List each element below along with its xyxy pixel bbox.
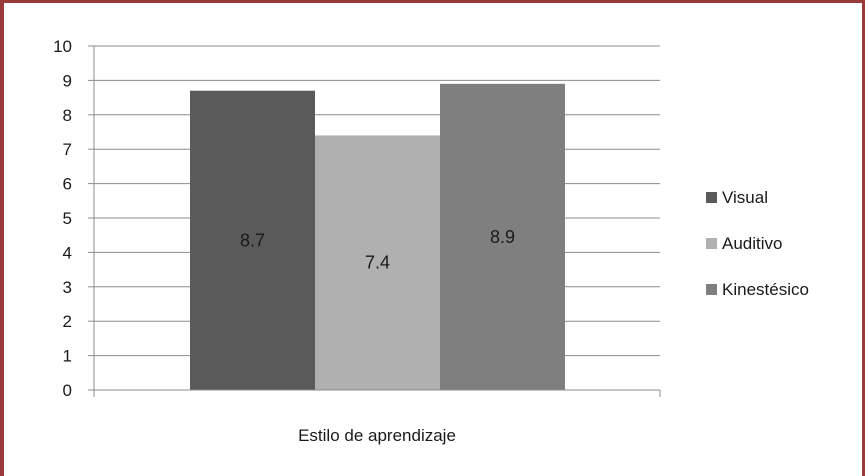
data-label: 7.4 — [365, 253, 390, 273]
y-tick-labels: 0 1 2 3 4 5 6 7 8 9 10 — [53, 37, 72, 400]
axes — [88, 45, 661, 397]
legend: Visual Auditivo Kinestésico — [706, 188, 809, 299]
y-tick-label: 4 — [63, 243, 72, 262]
legend-swatch — [706, 238, 717, 249]
legend-label: Auditivo — [722, 234, 782, 253]
y-tick-label: 6 — [63, 175, 72, 194]
y-tick-label: 0 — [63, 381, 72, 400]
bars — [190, 83, 565, 390]
legend-label: Kinestésico — [722, 280, 809, 299]
legend-swatch — [706, 284, 717, 295]
bar-visual — [190, 90, 315, 390]
y-tick-label: 7 — [63, 140, 72, 159]
bar-kinestésico — [440, 83, 565, 390]
data-label: 8.9 — [490, 227, 515, 247]
legend-swatch — [706, 192, 717, 203]
y-tick-label: 1 — [63, 347, 72, 366]
y-tick-label: 9 — [63, 71, 72, 90]
data-labels: 8.7 7.4 8.9 — [240, 227, 515, 273]
y-tick-label: 8 — [63, 106, 72, 125]
category-label: Estilo de aprendizaje — [298, 426, 456, 445]
legend-label: Visual — [722, 188, 768, 207]
y-tick-label: 10 — [53, 37, 72, 56]
y-tick-label: 2 — [63, 312, 72, 331]
bar-auditivo — [315, 135, 440, 390]
y-tick-label: 3 — [63, 278, 72, 297]
data-label: 8.7 — [240, 230, 265, 250]
y-tick-label: 5 — [63, 209, 72, 228]
